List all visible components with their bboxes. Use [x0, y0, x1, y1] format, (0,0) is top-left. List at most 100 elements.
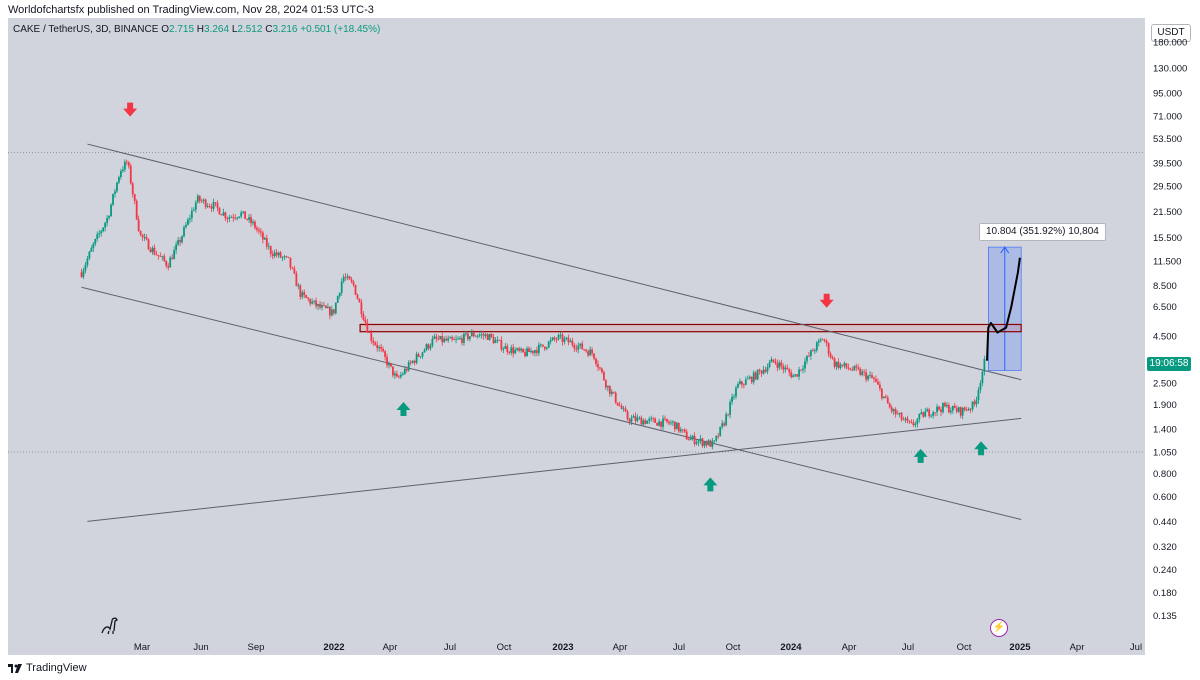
symbol-name[interactable]: CAKE / TetherUS, 3D, BINANCE [13, 24, 159, 35]
candle-body-409 [886, 397, 889, 404]
candle-body-268 [608, 385, 611, 394]
candle-body-386 [841, 364, 844, 366]
candle-body-111 [299, 285, 302, 297]
candle-body-365 [800, 369, 802, 371]
candle-body-343 [756, 369, 759, 380]
candle-body-53 [185, 224, 187, 228]
candle-body-171 [417, 354, 420, 357]
candle-body-247 [567, 337, 570, 343]
candle-body-420 [908, 420, 911, 422]
candle-body-442 [951, 405, 954, 411]
y-tick-label-0: 180.000 [1153, 37, 1187, 48]
candle-body-434 [936, 406, 938, 413]
candle-body-124 [325, 305, 327, 309]
candle-body-163 [401, 373, 404, 375]
candle-body-82 [242, 211, 245, 213]
open-value: 2.715 [168, 24, 195, 35]
candle-body-246 [565, 337, 568, 339]
candle-body-293 [658, 421, 660, 426]
candle-body-360 [790, 372, 793, 378]
candle-body-218 [510, 347, 513, 353]
candle-body-429 [926, 409, 929, 412]
tradingview-logo-icon[interactable] [8, 663, 22, 673]
published-by-text: Worldofchartsfx published on TradingView… [8, 4, 374, 16]
candle-body-133 [342, 276, 345, 282]
close-label: C [265, 24, 273, 35]
candle-body-253 [579, 343, 582, 346]
candle-body-197 [468, 336, 471, 340]
candle-body-183 [441, 336, 444, 343]
candle-body-48 [175, 244, 178, 251]
candle-body-60 [198, 195, 201, 201]
candle-body-109 [295, 273, 298, 287]
candle-body-6 [92, 243, 95, 249]
candle-body-94 [265, 238, 268, 247]
candle-body-356 [782, 366, 785, 370]
candle-body-395 [859, 368, 862, 375]
candle-body-0 [80, 272, 83, 277]
y-tick-label-1: 130.000 [1153, 63, 1187, 74]
candle-body-54 [187, 219, 189, 225]
candle-body-139 [354, 284, 357, 295]
candle-body-430 [928, 409, 931, 416]
y-tick-label-13: 2.500 [1153, 378, 1177, 389]
candle-body-403 [875, 378, 877, 382]
candle-body-327 [725, 414, 728, 426]
candle-body-340 [750, 376, 753, 383]
candle-body-428 [924, 411, 927, 417]
close-value: 3.216 [272, 24, 298, 35]
channel-upper-trendline [87, 143, 1022, 381]
candle-body-146 [368, 332, 371, 334]
candle-body-373 [815, 342, 818, 351]
currency-button[interactable]: USDT [1151, 24, 1191, 42]
candle-body-93 [263, 238, 266, 240]
candle-body-451 [969, 408, 972, 410]
candle-body-118 [313, 300, 316, 302]
candle-body-347 [764, 369, 767, 372]
candle-body-45 [169, 257, 172, 268]
candle-body-32 [143, 237, 146, 238]
candle-body-96 [269, 246, 272, 255]
y-tick-label-6: 29.500 [1153, 182, 1182, 193]
candle-body-189 [453, 339, 455, 341]
footer-brand[interactable]: TradingView [26, 662, 87, 674]
candle-body-384 [837, 361, 840, 368]
candle-body-414 [896, 413, 899, 415]
candle-body-408 [884, 396, 887, 398]
candle-body-337 [744, 379, 747, 385]
candle-body-311 [693, 435, 696, 445]
candle-body-26 [131, 183, 134, 195]
y-tick-label-2: 95.000 [1153, 88, 1182, 99]
candle-body-156 [388, 363, 390, 366]
candle-body-13 [106, 217, 109, 223]
candle-body-15 [110, 204, 112, 217]
candle-body-178 [431, 338, 434, 346]
candle-body-443 [953, 405, 956, 409]
candle-body-402 [873, 377, 875, 379]
candle-body-12 [104, 222, 107, 228]
bolt-icon[interactable]: ⚡ [990, 619, 1008, 637]
candle-body-367 [804, 361, 806, 369]
candle-body-106 [289, 257, 292, 268]
chart-plot-area[interactable] [8, 18, 1145, 655]
candle-body-200 [474, 335, 477, 337]
candle-body-167 [409, 362, 412, 364]
projection-arrow-icon [1000, 246, 1010, 254]
candle-body-64 [206, 206, 209, 207]
y-tick-label-19: 0.440 [1153, 517, 1177, 528]
candle-body-338 [746, 378, 749, 380]
candle-body-25 [129, 165, 132, 184]
candle-body-154 [384, 351, 386, 357]
candle-body-47 [173, 250, 176, 260]
candle-body-190 [455, 338, 457, 340]
x-tick-label-12: Apr [842, 642, 857, 653]
low-value: 2.512 [237, 24, 263, 35]
candle-body-196 [466, 333, 469, 340]
candle-body-381 [831, 357, 834, 359]
candle-body-148 [372, 340, 375, 343]
x-tick-label-9: Jul [673, 642, 685, 653]
candle-body-302 [675, 422, 678, 430]
candle-body-382 [833, 358, 836, 367]
candle-body-192 [459, 338, 461, 339]
candle-body-31 [141, 234, 144, 238]
